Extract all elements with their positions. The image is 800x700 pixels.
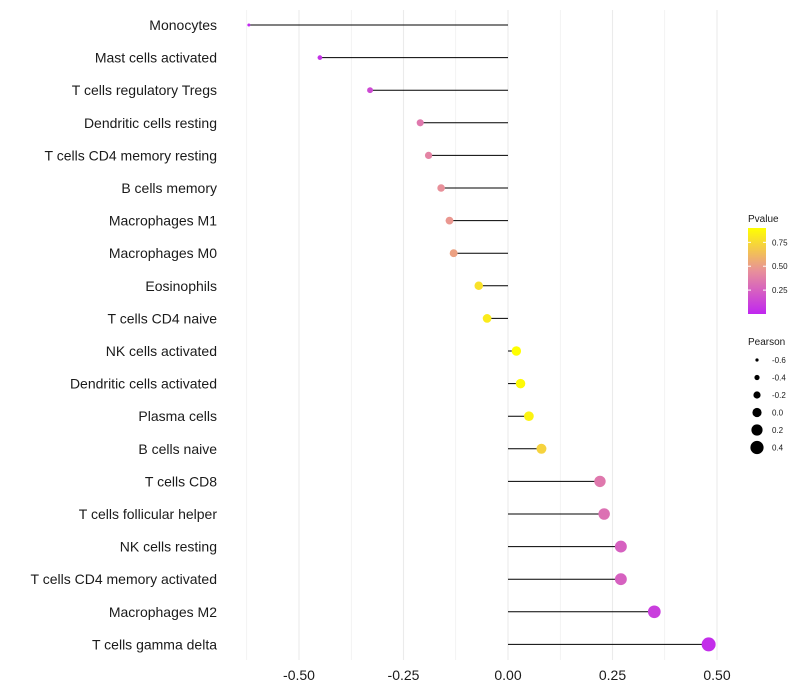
lollipop-point bbox=[317, 55, 323, 60]
x-tick-label: 0.50 bbox=[703, 667, 730, 683]
y-tick-label: Monocytes bbox=[149, 17, 217, 33]
lollipop-point bbox=[524, 411, 534, 422]
lollipop-point bbox=[515, 378, 526, 389]
lollipop-point bbox=[482, 314, 492, 323]
lollipop-point bbox=[424, 151, 433, 160]
lollipop-point bbox=[701, 637, 716, 652]
y-tick-label: T cells CD4 memory activated bbox=[31, 571, 217, 587]
y-tick-label: Macrophages M2 bbox=[109, 604, 217, 620]
legend-size-dot bbox=[751, 424, 763, 436]
x-tick-label: 0.25 bbox=[599, 667, 626, 683]
y-tick-label: B cells naive bbox=[138, 441, 217, 457]
y-tick-label: Mast cells activated bbox=[95, 50, 217, 66]
y-tick-label: T cells CD4 naive bbox=[108, 310, 218, 326]
x-tick-label: 0.00 bbox=[494, 667, 521, 683]
legend-size-dot bbox=[752, 407, 762, 418]
lollipop-point bbox=[598, 508, 610, 520]
y-tick-label: NK cells activated bbox=[106, 343, 217, 359]
y-tick-label: T cells CD4 memory resting bbox=[45, 147, 217, 163]
lollipop-point bbox=[594, 475, 606, 488]
y-tick-label: T cells gamma delta bbox=[92, 636, 217, 652]
x-tick-label: -0.50 bbox=[283, 667, 315, 683]
legend-size-label: 0.4 bbox=[772, 444, 784, 453]
y-tick-label: Dendritic cells resting bbox=[84, 115, 217, 131]
lollipop-point bbox=[647, 605, 661, 619]
legend-size-label: -0.6 bbox=[772, 356, 786, 365]
lollipop-point bbox=[437, 184, 445, 192]
y-tick-label: T cells regulatory Tregs bbox=[72, 82, 217, 98]
legend-title-pvalue: Pvalue bbox=[748, 214, 779, 225]
legend-colorbar-label: 0.50 bbox=[772, 262, 788, 271]
legend-size-dot bbox=[753, 391, 761, 399]
lollipop-point bbox=[449, 249, 458, 258]
lollipop-point bbox=[445, 216, 454, 225]
lollipop-point bbox=[511, 346, 522, 356]
y-tick-label: T cells CD8 bbox=[145, 473, 217, 489]
y-tick-label: Plasma cells bbox=[138, 408, 217, 424]
lollipop-point bbox=[536, 443, 547, 454]
lollipop-point bbox=[416, 119, 424, 127]
lollipop-point bbox=[367, 87, 374, 94]
y-tick-label: NK cells resting bbox=[120, 539, 217, 555]
x-tick-label: -0.25 bbox=[388, 667, 420, 683]
legend-colorbar-label: 0.75 bbox=[772, 238, 788, 247]
legend-colorbar-label: 0.25 bbox=[772, 286, 788, 295]
legend-size-label: -0.2 bbox=[772, 391, 786, 400]
lollipop-point bbox=[474, 281, 483, 291]
legend-size-label: 0.0 bbox=[772, 409, 784, 418]
lollipop-point bbox=[614, 540, 627, 553]
legend-title-pearson: Pearson bbox=[748, 337, 785, 348]
lollipop-point bbox=[247, 23, 251, 27]
legend-size-label: 0.2 bbox=[772, 426, 784, 435]
lollipop-point bbox=[614, 573, 627, 586]
y-tick-label: B cells memory bbox=[121, 180, 217, 196]
y-tick-label: Eosinophils bbox=[145, 278, 217, 294]
y-tick-label: Macrophages M0 bbox=[109, 245, 217, 261]
legend-size-dot bbox=[754, 374, 760, 381]
y-tick-label: Dendritic cells activated bbox=[70, 376, 217, 392]
y-tick-label: Macrophages M1 bbox=[109, 213, 217, 229]
legend-size-dot bbox=[755, 358, 759, 362]
legend-size-dot bbox=[750, 440, 764, 455]
y-tick-label: T cells follicular helper bbox=[79, 506, 218, 522]
legend-size-label: -0.4 bbox=[772, 374, 786, 383]
legend-colorbar bbox=[748, 228, 766, 314]
